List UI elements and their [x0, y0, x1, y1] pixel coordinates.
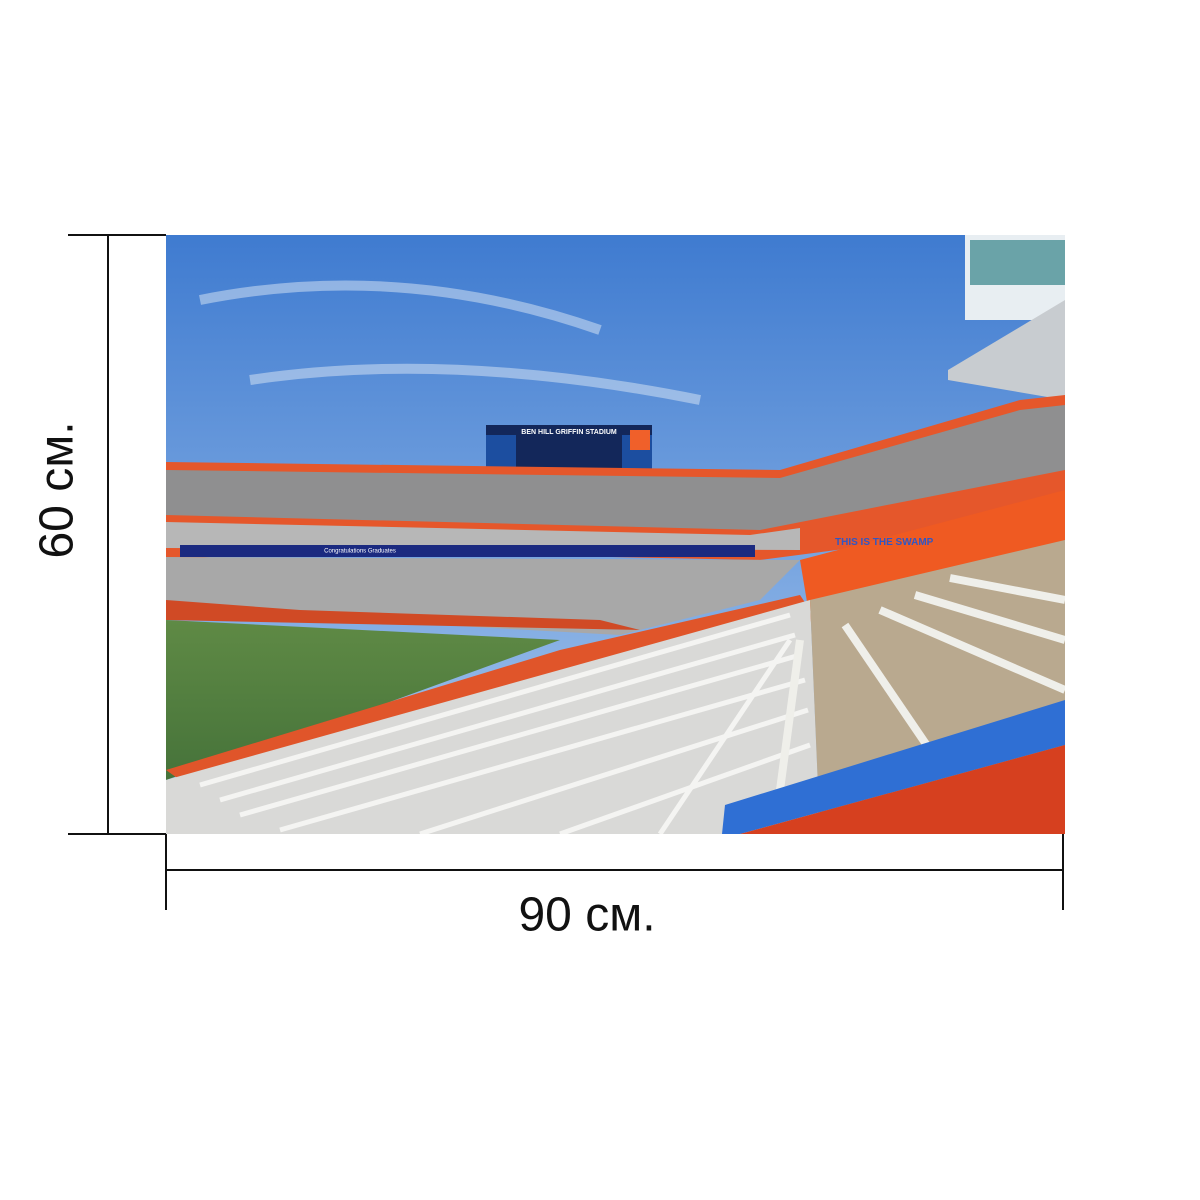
- wall-text: THIS IS THE SWAMP: [835, 537, 934, 548]
- banner-text: Congratulations Graduates: [324, 549, 396, 555]
- scoreboard-title: BEN HILL GRIFFIN STADIUM: [521, 429, 617, 436]
- width-label: 90 см.: [518, 889, 655, 942]
- dimension-lines: [68, 234, 1064, 910]
- height-label: 60 см.: [31, 421, 84, 558]
- stadium-photo: BEN HILL GRIFFIN STADIUM Congratulations…: [166, 235, 1065, 834]
